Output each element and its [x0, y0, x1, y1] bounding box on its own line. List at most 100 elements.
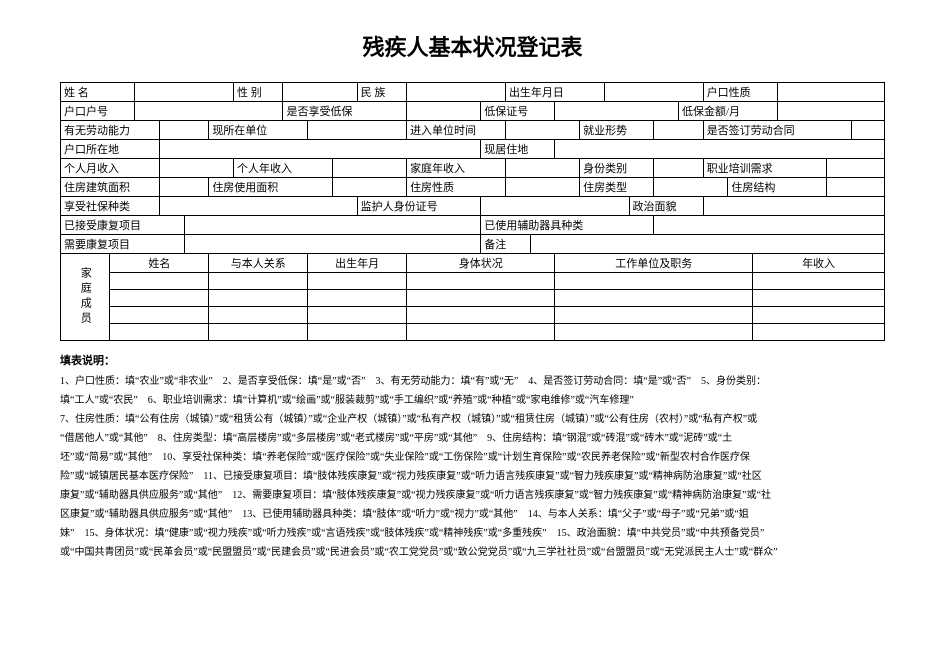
dibao-amount-value: [777, 102, 884, 121]
remark-value: [530, 235, 884, 254]
need-rehab-label: 需要康复项目: [61, 235, 185, 254]
notes-line: 或“中国共青团员”或“民革会员”或“民盟盟员”或“民建会员”或“民进会员”或“农…: [60, 543, 885, 562]
guardian-id-label: 监护人身份证号: [357, 197, 481, 216]
name-label: 姓 名: [61, 83, 135, 102]
guardian-id-value: [481, 197, 629, 216]
employment-label: 就业形势: [580, 121, 654, 140]
training-need-label: 职业培训需求: [703, 159, 827, 178]
family-side-label: 家庭成员: [61, 254, 110, 341]
family-header-name: 姓名: [110, 254, 209, 273]
housing-type-value: [654, 178, 728, 197]
birth-value: [604, 83, 703, 102]
family-income-label: 家庭年收入: [407, 159, 506, 178]
current-unit-label: 现所在单位: [209, 121, 308, 140]
current-addr-value: [555, 140, 885, 159]
notes-line: “借居他人”或“其他” 8、住房类型：填“高层楼房”或“多层楼房”或“老式楼房”…: [60, 429, 885, 448]
employment-value: [654, 121, 703, 140]
housing-nature-value: [505, 178, 579, 197]
building-area-label: 住房建筑面积: [61, 178, 160, 197]
housing-struct-value: [827, 178, 885, 197]
housing-nature-label: 住房性质: [407, 178, 506, 197]
building-area-value: [159, 178, 208, 197]
monthly-income-label: 个人月收入: [61, 159, 160, 178]
notes-section: 填表说明： 1、户口性质：填“农业”或“非农业” 2、是否享受低保：填“是”或“…: [60, 351, 885, 562]
family-header-status: 身体状况: [407, 254, 555, 273]
hukou-no-value: [135, 102, 283, 121]
hukou-type-label: 户口性质: [703, 83, 777, 102]
family-row: [61, 273, 885, 290]
notes-title: 填表说明：: [60, 351, 885, 372]
dibao-no-label: 低保证号: [481, 102, 555, 121]
family-row: [61, 290, 885, 307]
family-header-work: 工作单位及职务: [555, 254, 753, 273]
notes-line: 区康复”或“辅助器具供应服务”或“其他” 13、已使用辅助器具种类：填“肢体”或…: [60, 505, 885, 524]
notes-line: 填“工人”或“农民” 6、职业培训需求：填“计算机”或“绘画”或“服装裁剪”或“…: [60, 391, 885, 410]
family-row: [61, 307, 885, 324]
ethnic-value: [407, 83, 506, 102]
remark-label: 备注: [481, 235, 530, 254]
entry-time-value: [505, 121, 579, 140]
row-address: 户口所在地 现居住地: [61, 140, 885, 159]
social-ins-value: [159, 197, 357, 216]
row-labor: 有无劳动能力 现所在单位 进入单位时间 就业形势 是否签订劳动合同: [61, 121, 885, 140]
row-rehab: 已接受康复项目 已使用辅助器具种类: [61, 216, 885, 235]
contract-value: [852, 121, 885, 140]
hukou-type-value: [777, 83, 884, 102]
sex-value: [283, 83, 357, 102]
received-rehab-value: [184, 216, 481, 235]
social-ins-label: 享受社保种类: [61, 197, 160, 216]
id-category-value: [654, 159, 703, 178]
notes-line: 险”或“城镇居民基本医疗保险” 11、已接受康复项目：填“肢体残疾康复”或“视力…: [60, 467, 885, 486]
notes-line: 坯”或“简易”或“其他” 10、享受社保种类：填“养老保险”或“医疗保险”或“失…: [60, 448, 885, 467]
family-header-birth: 出生年月: [308, 254, 407, 273]
row-income: 个人月收入 个人年收入 家庭年收入 身份类别 职业培训需求: [61, 159, 885, 178]
ethnic-label: 民 族: [357, 83, 406, 102]
name-value: [135, 83, 234, 102]
notes-line: 妹” 15、身体状况：填“健康”或“视力残疾”或“听力残疾”或“言语残疾”或“肢…: [60, 524, 885, 543]
hukou-no-label: 户口户号: [61, 102, 135, 121]
row-hukou: 户口户号 是否享受低保 低保证号 低保金额/月: [61, 102, 885, 121]
entry-time-label: 进入单位时间: [407, 121, 506, 140]
registration-form: 姓 名 性 别 民 族 出生年月日 户口性质 户口户号 是否享受低保 低保证号 …: [60, 82, 885, 341]
politics-label: 政治面貌: [629, 197, 703, 216]
dibao-label: 是否享受低保: [283, 102, 407, 121]
family-header-income: 年收入: [753, 254, 885, 273]
row-basic: 姓 名 性 别 民 族 出生年月日 户口性质: [61, 83, 885, 102]
annual-income-label: 个人年收入: [234, 159, 333, 178]
row-housing: 住房建筑面积 住房使用面积 住房性质 住房类型 住房结构: [61, 178, 885, 197]
annual-income-value: [332, 159, 406, 178]
dibao-no-value: [555, 102, 679, 121]
row-social: 享受社保种类 监护人身份证号 政治面貌: [61, 197, 885, 216]
politics-value: [703, 197, 884, 216]
dibao-value: [407, 102, 481, 121]
current-addr-label: 现居住地: [481, 140, 555, 159]
family-header-row: 家庭成员 姓名 与本人关系 出生年月 身体状况 工作单位及职务 年收入: [61, 254, 885, 273]
family-header-rel: 与本人关系: [209, 254, 308, 273]
housing-type-label: 住房类型: [580, 178, 654, 197]
id-category-label: 身份类别: [580, 159, 654, 178]
monthly-income-value: [159, 159, 233, 178]
received-rehab-label: 已接受康复项目: [61, 216, 185, 235]
birth-label: 出生年月日: [505, 83, 604, 102]
notes-line: 1、户口性质：填“农业”或“非农业” 2、是否享受低保：填“是”或“否” 3、有…: [60, 372, 885, 391]
training-need-value: [827, 159, 885, 178]
contract-label: 是否签订劳动合同: [703, 121, 851, 140]
usable-area-value: [332, 178, 406, 197]
labor-ability-label: 有无劳动能力: [61, 121, 160, 140]
current-unit-value: [308, 121, 407, 140]
notes-line: 康复”或“辅助器具供应服务”或“其他” 12、需要康复项目：填“肢体残疾康复”或…: [60, 486, 885, 505]
sex-label: 性 别: [234, 83, 283, 102]
family-income-value: [505, 159, 579, 178]
dibao-amount-label: 低保金额/月: [678, 102, 777, 121]
labor-ability-value: [159, 121, 208, 140]
notes-line: 7、住房性质：填“公有住房（城镇）”或“租赁公有（城镇）”或“企业产权（城镇）”…: [60, 410, 885, 429]
row-needrehab: 需要康复项目 备注: [61, 235, 885, 254]
hukou-addr-label: 户口所在地: [61, 140, 160, 159]
usable-area-label: 住房使用面积: [209, 178, 333, 197]
hukou-addr-value: [159, 140, 480, 159]
used-aid-label: 已使用辅助器具种类: [481, 216, 654, 235]
used-aid-value: [654, 216, 885, 235]
family-row: [61, 324, 885, 341]
housing-struct-label: 住房结构: [728, 178, 827, 197]
need-rehab-value: [184, 235, 481, 254]
